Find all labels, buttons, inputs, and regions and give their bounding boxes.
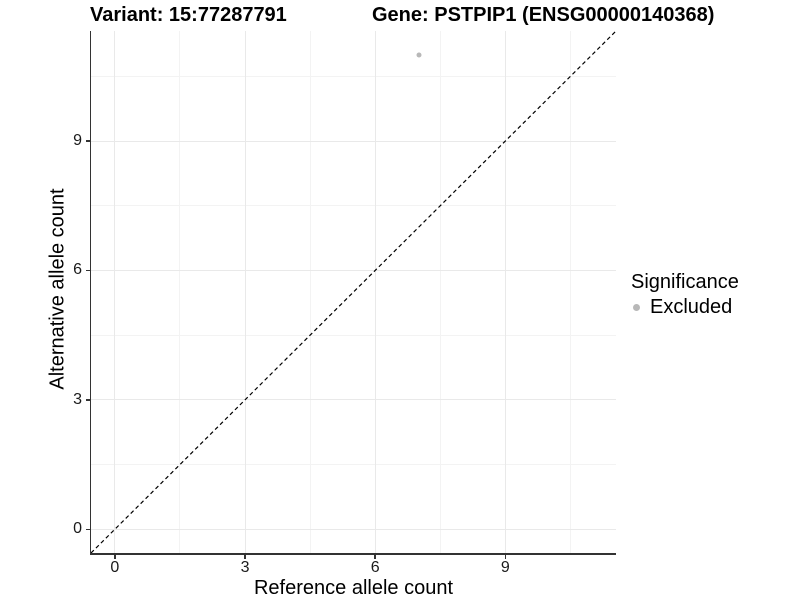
y-tick-label: 3 — [73, 390, 82, 408]
legend-title: Significance — [631, 271, 739, 293]
x-minor-gridline — [439, 31, 441, 553]
x-tick-mark — [504, 554, 507, 559]
x-minor-gridline — [569, 31, 571, 553]
y-major-gridline — [91, 528, 616, 530]
x-major-gridline — [114, 31, 116, 553]
legend: Significance Excluded — [629, 271, 739, 318]
y-minor-gridline — [91, 464, 616, 466]
legend-item-excluded: Excluded — [629, 296, 739, 318]
y-tick-label: 9 — [73, 132, 82, 149]
x-tick-label: 9 — [500, 559, 510, 576]
y-tick-mark — [85, 528, 90, 531]
y-tick-mark — [85, 269, 90, 272]
x-major-gridline — [504, 31, 506, 553]
x-axis-line — [89, 553, 616, 555]
x-minor-gridline — [179, 31, 181, 553]
y-major-gridline — [91, 269, 616, 271]
x-tick-label: 3 — [240, 559, 250, 576]
x-tick-label: 6 — [370, 559, 380, 576]
y-tick-mark — [85, 140, 90, 142]
y-major-gridline — [91, 399, 616, 401]
x-tick-mark — [374, 554, 376, 559]
x-tick-mark — [114, 554, 116, 559]
legend-point-icon — [633, 303, 640, 311]
plot-title-gene: Gene: PSTPIP1 (ENSG00000140368) — [372, 4, 715, 26]
y-minor-gridline — [91, 75, 616, 77]
x-minor-gridline — [309, 31, 311, 553]
x-tick-mark — [244, 554, 246, 559]
identity-line — [91, 31, 616, 553]
plot-panel — [91, 31, 616, 553]
y-tick-mark — [85, 399, 90, 401]
plot-title-variant: Variant: 15:77287791 — [90, 4, 287, 26]
x-major-gridline — [244, 31, 246, 553]
x-tick-label: 0 — [110, 559, 120, 576]
data-point — [416, 52, 422, 58]
y-minor-gridline — [91, 205, 616, 207]
y-axis-title: Alternative allele count — [46, 188, 69, 390]
legend-item-label: Excluded — [650, 296, 733, 318]
y-axis-line — [89, 31, 91, 555]
y-minor-gridline — [91, 334, 616, 336]
y-tick-label: 0 — [73, 520, 82, 538]
x-major-gridline — [374, 31, 376, 553]
x-axis-title: Reference allele count — [253, 577, 453, 599]
y-tick-label: 6 — [73, 261, 82, 279]
y-major-gridline — [91, 140, 616, 142]
